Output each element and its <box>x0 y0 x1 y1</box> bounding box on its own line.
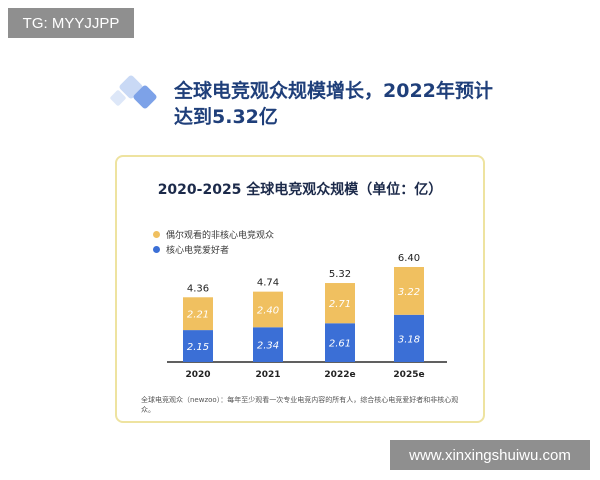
x-tick-label-2025e: 2025e <box>393 370 424 380</box>
bar-total-label-2020: 4.36 <box>187 283 209 294</box>
chart-plot: 2.15 2.21 4.36 2020 2.34 2.40 4.74 2021 2.61 2.71… <box>167 253 447 380</box>
bar-segment-noncore-2020 <box>183 297 213 331</box>
bar-segment-core-2020 <box>183 330 213 362</box>
bar-segment-core-2022e <box>325 323 355 362</box>
bar-total-label-2021: 4.74 <box>257 278 279 289</box>
bar-value-label-noncore-2025e: 3.22 <box>398 287 420 298</box>
legend-item-noncore: 偶尔观看的非核心电竞观众 <box>153 227 274 242</box>
bar-segment-core-2025e <box>394 314 424 362</box>
chart-footnote: 全球电竞观众（newzoo）：每年至少观看一次专业电竞内容的所有人，综合核心电竞… <box>141 396 459 414</box>
x-tick-label-2022e: 2022e <box>324 370 355 380</box>
watermark: www.xinxingshuiwu.com <box>390 440 590 470</box>
bar-segment-noncore-2022e <box>325 283 355 324</box>
chart-title: 2020-2025 全球电竞观众规模（单位：亿） <box>157 182 443 198</box>
bar-total-label-2025e: 6.40 <box>398 253 420 264</box>
legend-swatch-noncore <box>153 231 160 238</box>
headline-line2: 达到5.32亿 <box>174 106 278 128</box>
bar-segment-core-2021 <box>253 327 283 362</box>
cube-deco-icon <box>110 75 157 109</box>
bar-value-label-core-2021: 2.34 <box>257 341 279 352</box>
bar-segment-noncore-2021 <box>253 291 283 328</box>
legend-item-core: 核心电竞爱好者 <box>153 242 274 257</box>
x-tick-label-2021: 2021 <box>255 370 280 380</box>
bar-value-label-noncore-2021: 2.40 <box>257 305 279 316</box>
bar-segment-noncore-2025e <box>394 267 424 315</box>
bar-value-label-noncore-2020: 2.21 <box>187 310 209 321</box>
x-tick-label-2020: 2020 <box>185 370 210 380</box>
bar-value-label-core-2022e: 2.61 <box>329 339 351 350</box>
legend-label-noncore: 偶尔观看的非核心电竞观众 <box>166 231 275 241</box>
tg-badge-text: TG: MYYJJPP <box>22 14 120 32</box>
legend-swatch-core <box>153 246 160 253</box>
bar-total-label-2022e: 5.32 <box>329 269 351 280</box>
watermark-text: www.xinxingshuiwu.com <box>409 446 571 464</box>
page-headline: 全球电竞观众规模增长，2022年预计 达到5.32亿 <box>174 78 504 130</box>
bar-value-label-core-2025e: 3.18 <box>398 334 420 345</box>
bar-value-label-core-2020: 2.15 <box>187 342 209 353</box>
headline-line1: 全球电竞观众规模增长，2022年预计 <box>174 80 493 102</box>
legend-label-core: 核心电竞爱好者 <box>166 246 230 256</box>
chart-legend: 偶尔观看的非核心电竞观众 核心电竞爱好者 <box>153 227 274 257</box>
bar-value-label-noncore-2022e: 2.71 <box>329 299 351 310</box>
chart-card: 2020-2025 全球电竞观众规模（单位：亿） 偶尔观看的非核心电竞观众 核心… <box>115 155 485 423</box>
tg-badge: TG: MYYJJPP <box>8 8 134 38</box>
